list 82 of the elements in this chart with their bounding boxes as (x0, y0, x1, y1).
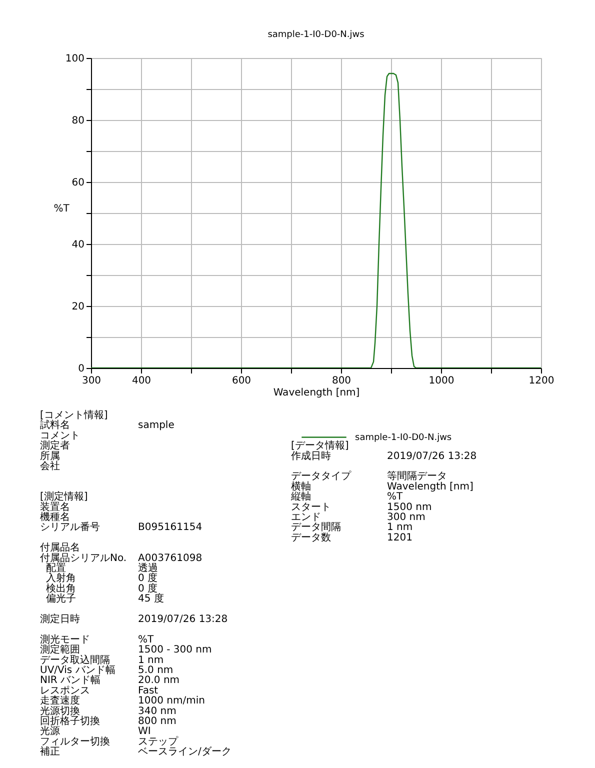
text: データ数 (291, 532, 331, 544)
text: 300 nm (387, 512, 426, 523)
text: [データ情報] (291, 440, 349, 452)
text: 装置名 (40, 500, 70, 513)
text: %T (387, 492, 404, 503)
text: 0 度 (138, 572, 158, 584)
text: スタート (291, 502, 331, 513)
x-tick-label: 400 (132, 376, 152, 386)
text: 走査速度 (40, 694, 80, 707)
chart-title: sample-1-I0-D0-N.jws (268, 30, 365, 40)
text: 偏光子 (46, 592, 76, 605)
x-tick-label: 800 (332, 376, 352, 386)
text: 補正 (40, 746, 60, 758)
text: 800 nm (138, 716, 176, 727)
text: UV/Vis バンド幅 (40, 664, 116, 676)
text: 等間隔データ (387, 470, 447, 482)
text: 機種名 (40, 511, 70, 523)
text: 1500 nm (387, 502, 432, 513)
y-axis-title: %T (54, 204, 70, 214)
text: 1500 - 300 nm (138, 644, 212, 656)
text: 所属 (40, 450, 60, 462)
text: フィルター切換 (40, 735, 110, 748)
x-tick-label: 1200 (528, 376, 554, 386)
text: [コメント情報] (40, 409, 108, 421)
text: Fast (138, 685, 158, 696)
text: %T (138, 634, 154, 646)
text: 配置 (46, 562, 66, 574)
text: 会社 (40, 460, 60, 472)
text: NIR バンド幅 (40, 674, 101, 686)
text: 作成日時 (290, 450, 331, 462)
text: データ間隔 (291, 522, 341, 534)
text: 20.0 nm (138, 675, 180, 686)
text: 試料名 (40, 419, 70, 432)
text: 2019/07/26 13:28 (138, 614, 228, 625)
text: ベースライン/ダーク (138, 746, 232, 758)
text: 測光モード (40, 633, 90, 646)
y-tick-label: 20 (72, 302, 84, 312)
text: 1201 (387, 532, 412, 544)
y-tick-label: 100 (65, 54, 84, 64)
text: 5.0 nm (138, 665, 174, 676)
text: 1000 nm/min (138, 696, 205, 707)
x-axis-title: Wavelength [nm] (273, 388, 360, 398)
text: 入射角 (46, 572, 76, 584)
y-tick-label: 60 (72, 178, 84, 188)
text: レスポンス (40, 685, 90, 696)
text: 340 nm (138, 706, 176, 717)
text: 回折格子切換 (40, 715, 100, 727)
text: 付属品名 (40, 542, 80, 554)
text: データ取込間隔 (40, 654, 110, 666)
text: エンド (291, 512, 321, 523)
text: 1 nm (138, 654, 164, 666)
text: 横軸 (291, 480, 311, 492)
text: 付属品シリアルNo. (40, 552, 127, 564)
text: 測定日時 (40, 613, 80, 625)
text: 縦軸 (290, 490, 311, 503)
text: ステップ (138, 735, 179, 748)
text: 0 度 (138, 582, 158, 594)
text: Wavelength [nm] (387, 481, 474, 492)
text: データタイプ (291, 470, 352, 482)
text: WI (138, 726, 151, 738)
text: sample (138, 420, 174, 432)
text: シリアル番号 (40, 521, 100, 534)
text: 光源切換 (40, 704, 80, 717)
text: 光源 (40, 725, 60, 738)
text: 透過 (138, 562, 158, 574)
x-tick-label: 600 (232, 376, 252, 386)
text: コメント (40, 430, 80, 442)
text: A003761098 (138, 552, 202, 564)
y-tick-label: 80 (72, 116, 84, 126)
text: [測定情報] (40, 490, 88, 503)
text: 検出角 (46, 582, 76, 594)
text: 測定範囲 (40, 644, 80, 656)
y-tick-label: 40 (72, 240, 84, 250)
x-tick-label: 300 (82, 376, 102, 386)
x-tick-label: 1000 (428, 376, 454, 386)
legend-label: sample-1-I0-D0-N.jws (355, 433, 452, 444)
text: 測定者 (40, 440, 70, 452)
text: 45 度 (138, 592, 164, 605)
text: 2019/07/26 13:28 (387, 450, 477, 462)
text: 1 nm (387, 522, 413, 534)
text: B095161154 (138, 522, 202, 534)
y-tick-label: 0 (78, 364, 84, 374)
